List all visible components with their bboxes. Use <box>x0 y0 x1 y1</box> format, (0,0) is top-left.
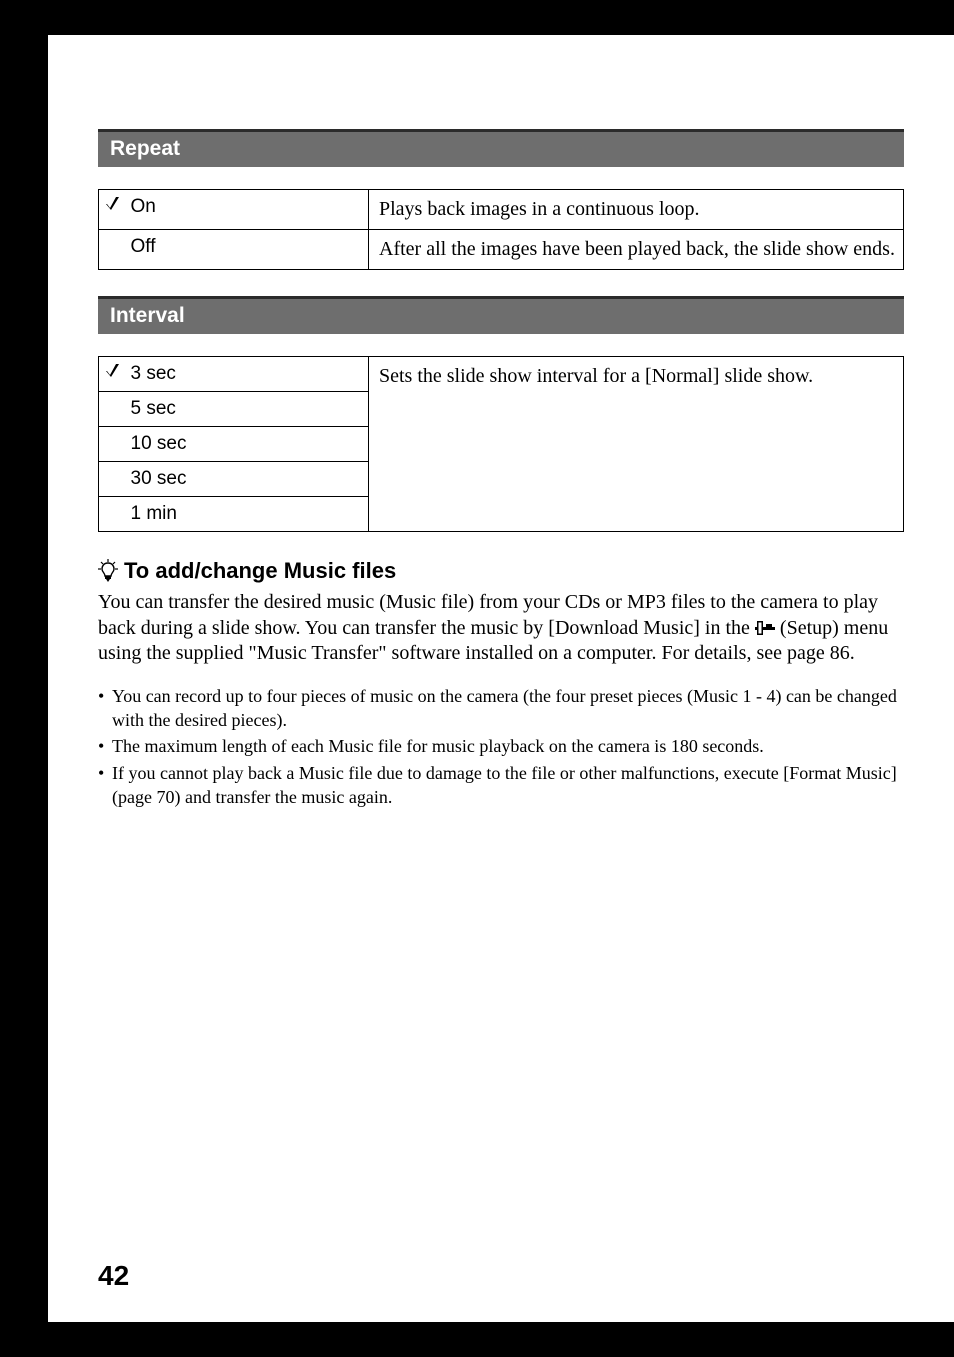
option-label: 5 sec <box>127 392 369 427</box>
check-cell <box>99 497 127 532</box>
section-header-interval: Interval <box>98 296 904 334</box>
option-label: Off <box>127 230 369 270</box>
page-number: 42 <box>98 1260 129 1292</box>
repeat-table: On Plays back images in a continuous loo… <box>98 189 904 270</box>
check-cell <box>99 462 127 497</box>
option-desc: Sets the slide show interval for a [Norm… <box>369 357 904 532</box>
tip-heading: To add/change Music files <box>98 558 904 584</box>
document-page: Repeat On Plays back images in a continu… <box>48 35 954 1322</box>
lightbulb-icon <box>98 559 118 583</box>
option-label: 1 min <box>127 497 369 532</box>
option-label: On <box>127 190 369 230</box>
option-label: 3 sec <box>127 357 369 392</box>
check-cell <box>99 427 127 462</box>
notes-list: You can record up to four pieces of musi… <box>98 685 904 810</box>
interval-table: 3 sec Sets the slide show interval for a… <box>98 356 904 532</box>
list-item: If you cannot play back a Music file due… <box>98 762 904 810</box>
tip-heading-text: To add/change Music files <box>124 558 396 584</box>
check-cell <box>99 357 127 392</box>
check-cell <box>99 230 127 270</box>
option-label: 10 sec <box>127 427 369 462</box>
option-label: 30 sec <box>127 462 369 497</box>
table-row: 3 sec Sets the slide show interval for a… <box>99 357 904 392</box>
section-header-repeat: Repeat <box>98 129 904 167</box>
setup-icon <box>755 617 775 631</box>
tip-body: You can transfer the desired music (Musi… <box>98 590 904 667</box>
table-row: Off After all the images have been playe… <box>99 230 904 270</box>
list-item: The maximum length of each Music file fo… <box>98 735 904 759</box>
option-desc: Plays back images in a continuous loop. <box>369 190 904 230</box>
check-cell <box>99 392 127 427</box>
checkmark-icon <box>105 361 121 377</box>
table-row: On Plays back images in a continuous loo… <box>99 190 904 230</box>
list-item: You can record up to four pieces of musi… <box>98 685 904 733</box>
option-desc: After all the images have been played ba… <box>369 230 904 270</box>
checkmark-icon <box>105 194 121 210</box>
check-cell <box>99 190 127 230</box>
